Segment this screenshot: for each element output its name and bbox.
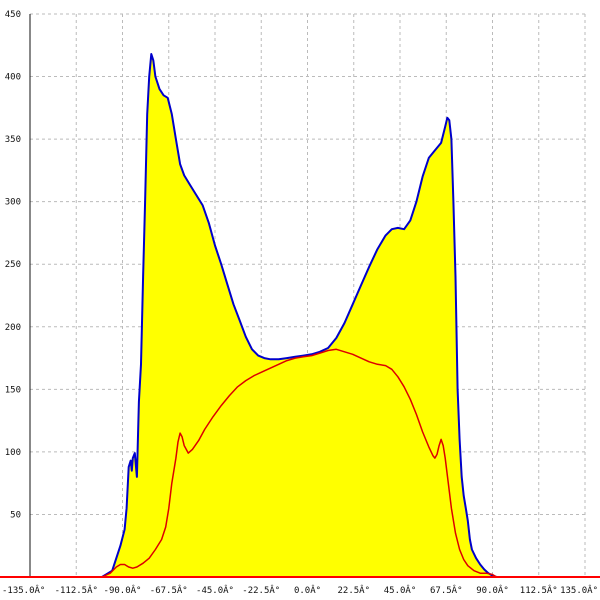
y-tick-label: 250 [5, 260, 21, 270]
x-tick-label: -135.0Â° [2, 584, 45, 596]
x-tick-label: 22.5Â° [337, 584, 370, 596]
y-tick-label: 50 [10, 510, 21, 520]
y-tick-label: 350 [5, 135, 21, 145]
y-tick-label: 450 [5, 10, 21, 20]
x-tick-label: -67.5Â° [150, 584, 188, 596]
outer-area-fill [101, 54, 497, 577]
x-tick-label: -45.0Â° [196, 584, 234, 596]
y-tick-label: 150 [5, 385, 21, 395]
x-tick-label: 0.0Â° [294, 584, 321, 596]
y-tick-label: 100 [5, 448, 21, 458]
x-tick-label: 112.5Â° [520, 584, 558, 596]
y-tick-labels: 50 100 150 200 250 300 350 400 450 [5, 10, 21, 520]
x-tick-label: 135.0Â° [560, 584, 598, 596]
y-tick-label: 300 [5, 198, 21, 208]
x-tick-labels: -135.0Â° -112.5Â° -90.0Â° -67.5Â° -45.0Â° -22… [2, 584, 598, 596]
outer-series-line [101, 53, 497, 578]
x-tick-label: 90.0Â° [476, 584, 509, 596]
y-tick-label: 200 [5, 323, 21, 333]
x-tick-label: 67.5Â° [430, 584, 463, 596]
inner-series-line [101, 348, 497, 578]
x-tick-label: -90.0Â° [104, 584, 142, 596]
x-tick-label: -112.5Â° [55, 584, 98, 596]
y-tick-label: 400 [5, 73, 21, 83]
x-tick-label: 45.0Â° [384, 584, 417, 596]
x-tick-label: -22.5Â° [242, 584, 280, 596]
